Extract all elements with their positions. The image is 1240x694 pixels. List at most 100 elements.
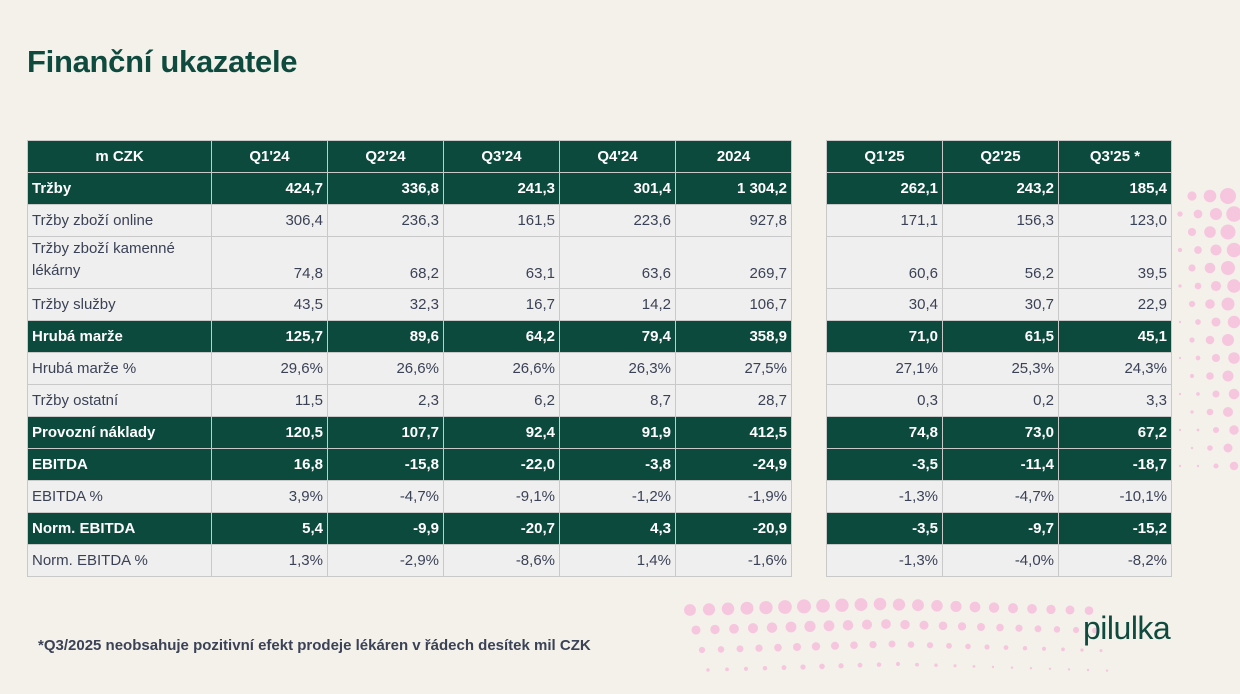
decorative-dot <box>1211 317 1221 327</box>
decorative-dot <box>1206 372 1214 380</box>
decorative-dot <box>895 661 901 667</box>
row-label: Norm. EBITDA % <box>27 544 212 577</box>
decorative-dot <box>1213 463 1219 469</box>
column-header: 2024 <box>675 140 792 173</box>
row-label: Tržby <box>27 172 212 205</box>
table-row: -3,5 -11,4 -18,7 <box>826 448 1172 481</box>
table-row: 74,8 73,0 67,2 <box>826 416 1172 449</box>
table-cell: 0,3 <box>826 384 943 417</box>
table-row: Hrubá marže % 29,6% 26,6% 26,6% 26,3% 27,5% <box>27 352 792 385</box>
row-label: Tržby ostatní <box>27 384 212 417</box>
decorative-dot <box>991 665 995 669</box>
table-cell: 71,0 <box>826 320 943 353</box>
decorative-dot <box>950 600 962 612</box>
table-row: 27,1% 25,3% 24,3% <box>826 352 1172 385</box>
decorative-dot <box>1072 626 1080 634</box>
table-cell: -9,1% <box>443 480 560 513</box>
table-cell: 336,8 <box>327 172 444 205</box>
table-cell: -20,7 <box>443 512 560 545</box>
decorative-dot <box>1206 408 1214 416</box>
table-row: -3,5 -9,7 -15,2 <box>826 512 1172 545</box>
decorative-dot <box>1220 224 1236 240</box>
page-title: Finanční ukazatele <box>27 44 298 79</box>
table-cell: 27,5% <box>675 352 792 385</box>
decorative-dot <box>957 622 967 631</box>
row-label: Provozní náklady <box>27 416 212 449</box>
decorative-dot <box>816 598 830 613</box>
table-row: Tržby služby 43,5 32,3 16,7 14,2 106,7 <box>27 288 792 321</box>
decorative-dot <box>797 599 811 614</box>
table-cell: 927,8 <box>675 204 792 237</box>
table-cell: 25,3% <box>942 352 1059 385</box>
decorative-dot <box>919 620 929 630</box>
decorative-dot <box>1188 300 1196 308</box>
decorative-dot <box>1204 226 1216 238</box>
table-cell: 27,1% <box>826 352 943 385</box>
table-cell: -1,3% <box>826 544 943 577</box>
decorative-dot <box>1189 337 1195 343</box>
decorative-dot <box>1205 299 1215 309</box>
decorative-dot <box>1227 279 1240 293</box>
table-cell: 358,9 <box>675 320 792 353</box>
decorative-dot <box>977 623 985 631</box>
decorative-dot <box>1065 605 1075 615</box>
table-cell: 26,3% <box>559 352 676 385</box>
decorative-dot <box>1034 625 1042 633</box>
decorative-dot <box>838 663 844 669</box>
decorative-dot <box>912 599 924 612</box>
decorative-dot <box>1205 335 1215 345</box>
table-cell: 2,3 <box>327 384 444 417</box>
decorative-dot <box>1188 264 1196 272</box>
decorative-dot <box>706 668 710 672</box>
table-cell: -1,3% <box>826 480 943 513</box>
decorative-dot <box>984 644 990 650</box>
decorative-dot <box>729 623 739 634</box>
table-cell: 301,4 <box>559 172 676 205</box>
decorative-dot <box>823 620 835 632</box>
table-cell: -15,2 <box>1058 512 1172 545</box>
table-row: 71,0 61,5 45,1 <box>826 320 1172 353</box>
table-cell: 3,3 <box>1058 384 1172 417</box>
decorative-dot <box>1209 207 1223 221</box>
table-cell: -24,9 <box>675 448 792 481</box>
financial-table-2025: Q1'25 Q2'25 Q3'25 * 262,1 243,2 185,4 171,1 15… <box>826 140 1172 577</box>
row-label: Norm. EBITDA <box>27 512 212 545</box>
table-cell: -15,8 <box>327 448 444 481</box>
decorative-dot <box>842 619 854 631</box>
table-cell: 29,6% <box>211 352 328 385</box>
table-cell: -2,9% <box>327 544 444 577</box>
decorative-dot <box>1207 445 1213 451</box>
table-row: 30,4 30,7 22,9 <box>826 288 1172 321</box>
table-cell: 26,6% <box>443 352 560 385</box>
decorative-dot <box>888 640 896 648</box>
table-cell: 30,7 <box>942 288 1059 321</box>
table-row: 0,3 0,2 3,3 <box>826 384 1172 417</box>
decorative-dot <box>1210 244 1222 256</box>
decorative-dot <box>915 662 919 667</box>
table-cell: -4,0% <box>942 544 1059 577</box>
table-cell: 24,3% <box>1058 352 1172 385</box>
table-cell: 68,2 <box>327 236 444 289</box>
table-row: EBITDA % 3,9% -4,7% -9,1% -1,2% -1,9% <box>27 480 792 513</box>
decorative-dot <box>1222 334 1234 346</box>
decorative-dot <box>1210 280 1222 292</box>
decorative-dot <box>1048 667 1052 670</box>
decorative-dot <box>1178 428 1182 432</box>
decorative-dot <box>876 662 882 667</box>
table-cell: 16,8 <box>211 448 328 481</box>
decorative-dot <box>736 645 744 653</box>
table-cell: -1,9% <box>675 480 792 513</box>
decorative-dot <box>1203 189 1217 203</box>
decorative-dot <box>702 603 716 616</box>
decorative-dot <box>1177 211 1183 217</box>
table-cell: -1,2% <box>559 480 676 513</box>
decorative-dot <box>1195 355 1201 361</box>
table-cell: 63,6 <box>559 236 676 289</box>
decorative-dot <box>1187 227 1197 237</box>
decorative-dot <box>900 619 910 630</box>
decorative-dot <box>691 625 701 635</box>
column-header: Q2'24 <box>327 140 444 173</box>
table-cell: 223,6 <box>559 204 676 237</box>
decorative-dot <box>785 621 797 633</box>
decorative-dot <box>835 598 849 612</box>
